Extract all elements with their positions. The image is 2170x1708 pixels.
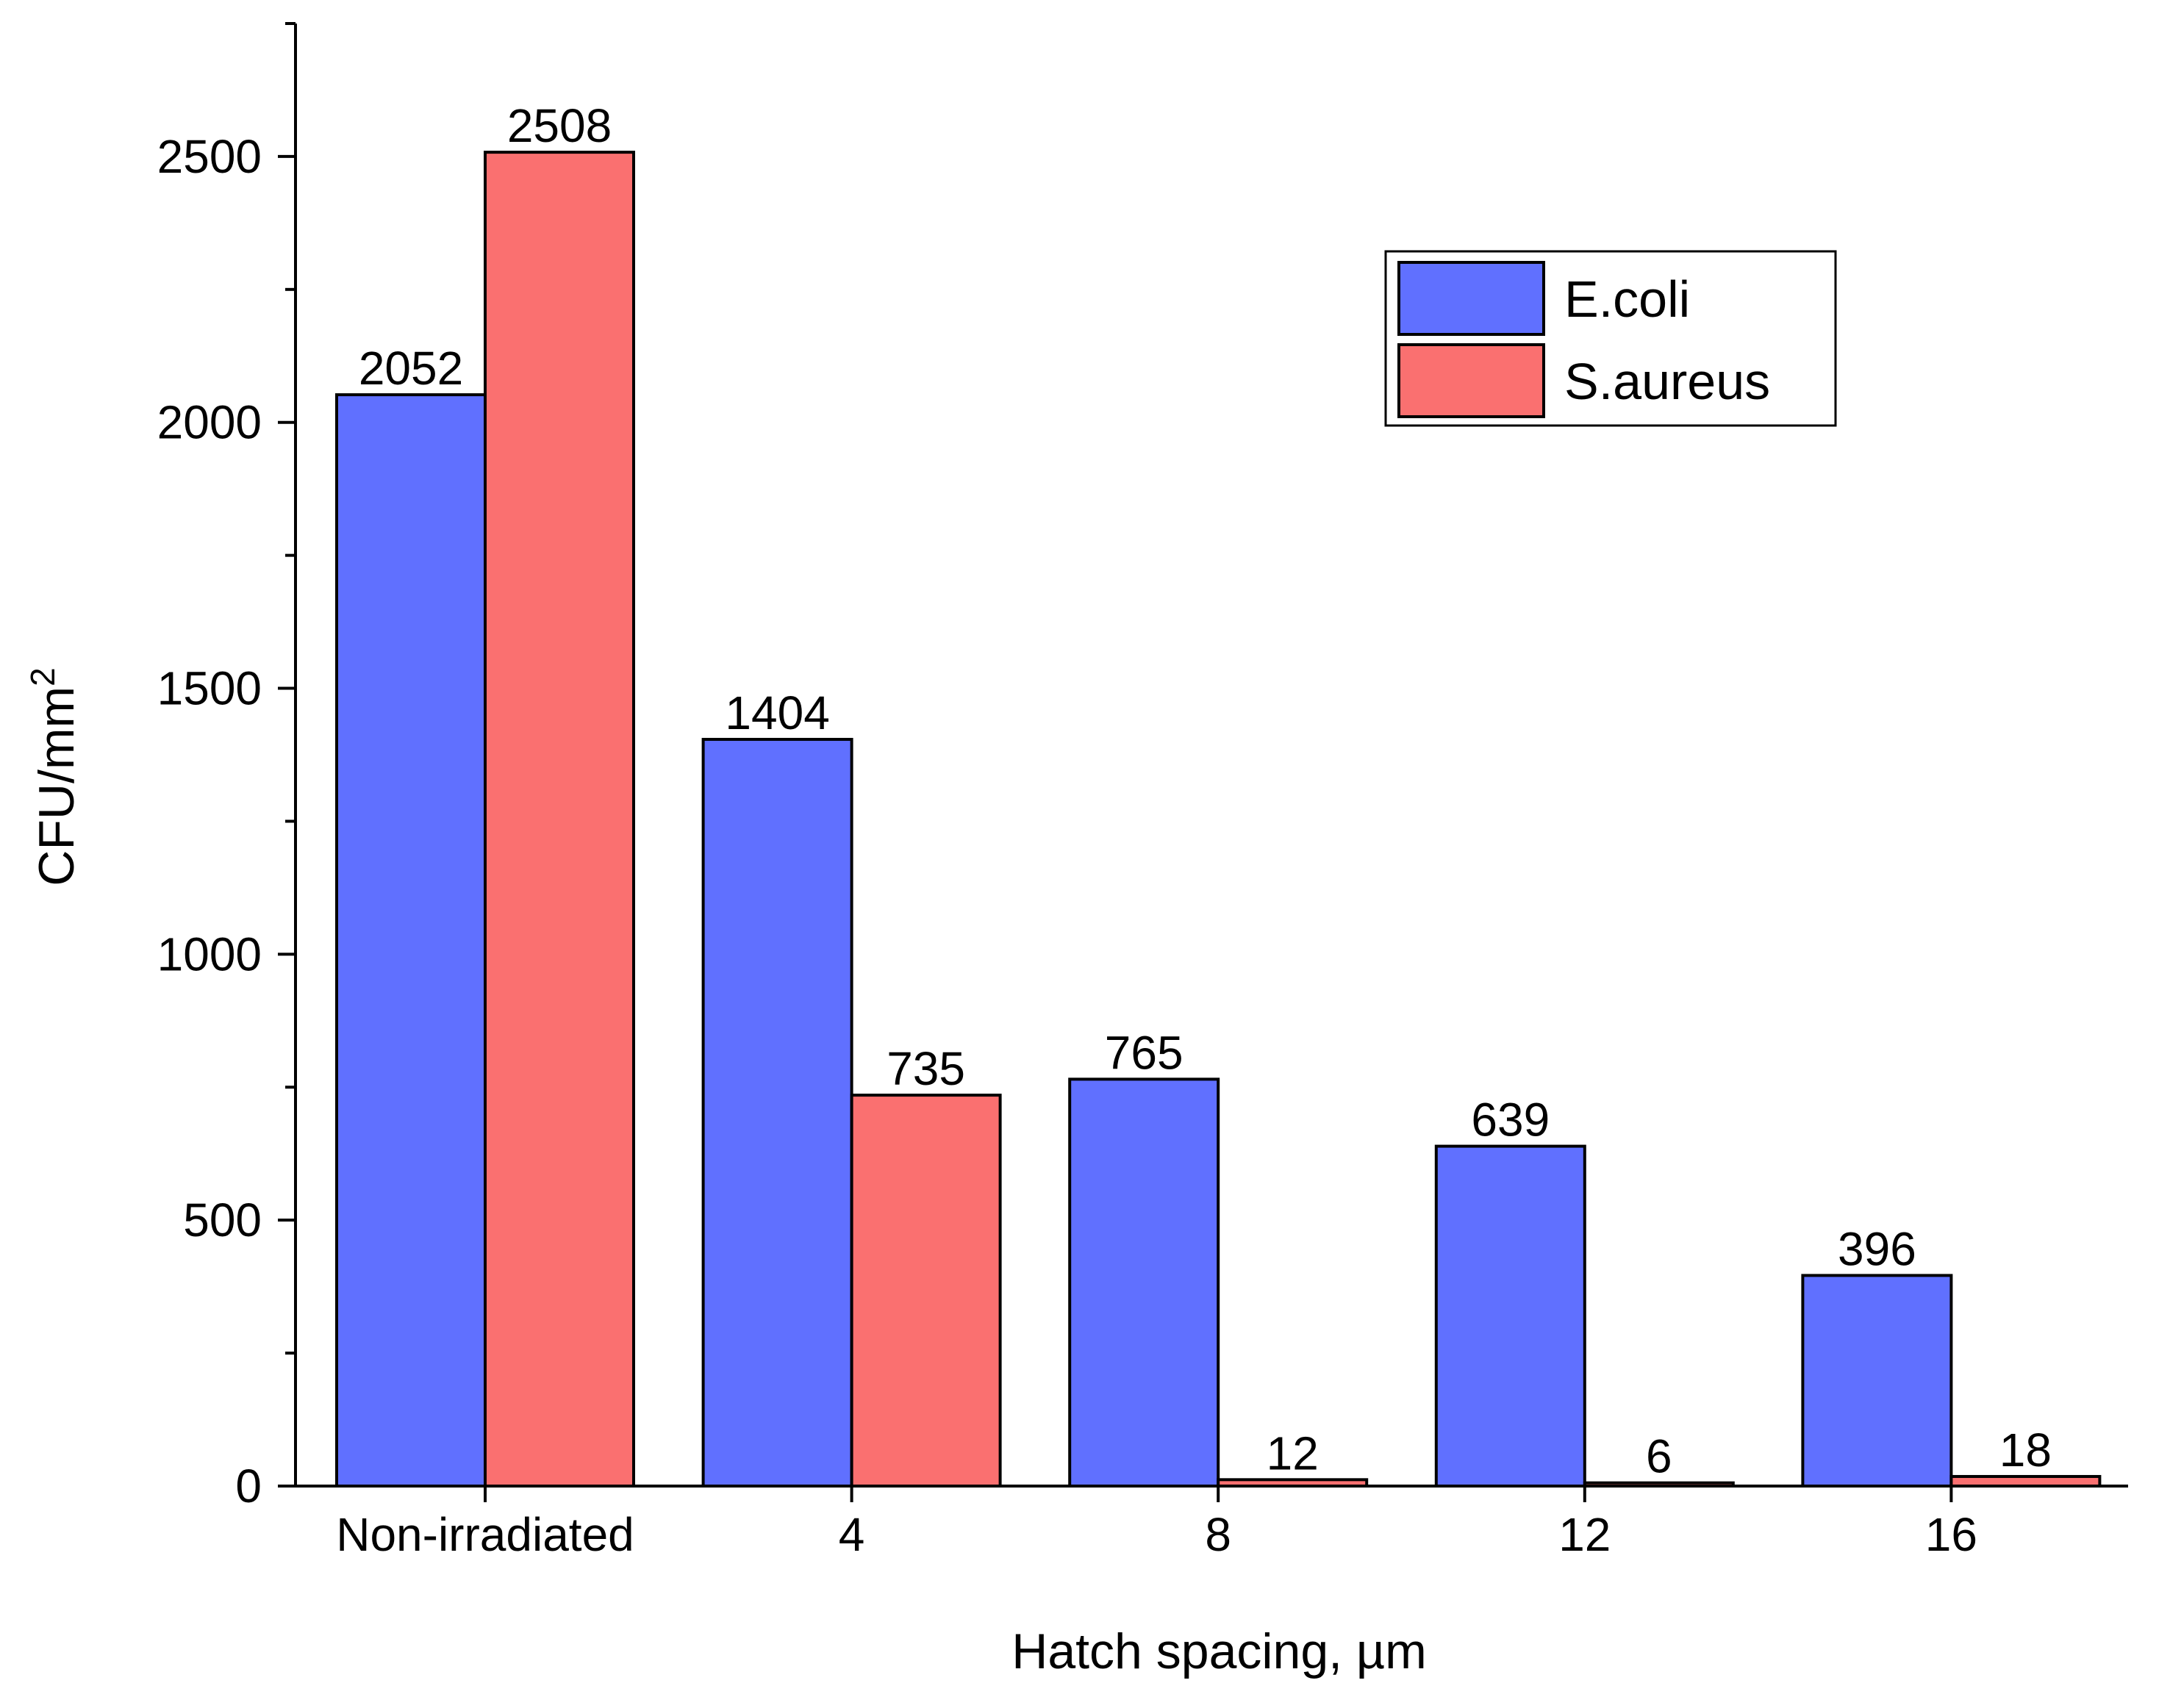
bar-ecoli-1 <box>701 738 853 1488</box>
bar-saureus-1 <box>850 1094 1002 1488</box>
data-labels-layer: 2052 2508 1404 735 765 12 639 6 396 18 <box>359 99 2052 1483</box>
x-tick-label: 16 <box>1925 1508 1977 1561</box>
bar-ecoli-2 <box>1068 1077 1220 1488</box>
bar-ecoli-4 <box>1801 1274 1953 1488</box>
y-tick-label: 2500 <box>157 130 262 183</box>
y-axis-title-superscript: 2 <box>24 667 62 686</box>
x-tick-label: 8 <box>1205 1508 1231 1561</box>
y-axis-title: CFU/mm2 <box>24 667 85 886</box>
data-label-ecoli-1: 1404 <box>725 686 829 739</box>
x-tick-label: Non-irradiated <box>336 1508 634 1561</box>
legend-swatch-ecoli <box>1397 261 1545 336</box>
data-label-ecoli-3: 639 <box>1471 1094 1550 1147</box>
y-tick-label: 500 <box>183 1194 262 1246</box>
x-tick-label: 12 <box>1558 1508 1611 1561</box>
data-label-saureus-3: 6 <box>1646 1430 1672 1483</box>
x-tick-label: 4 <box>839 1508 865 1561</box>
y-tick-label: 0 <box>235 1460 262 1513</box>
data-label-saureus-4: 18 <box>1999 1424 2052 1476</box>
bar-ecoli-3 <box>1434 1144 1586 1488</box>
y-tick-label: 1500 <box>157 662 262 715</box>
axes-layer <box>294 24 2128 1488</box>
legend: E.coli S.aureus <box>1384 250 1837 427</box>
ticks-layer: 0 500 1000 1500 2000 2500 Non-irradiated 4 8 12 16 <box>157 22 1977 1561</box>
legend-label-ecoli: E.coli <box>1564 270 1690 328</box>
bars-layer <box>335 151 2102 1488</box>
data-label-ecoli-0: 2052 <box>359 342 463 395</box>
x-axis-title: Hatch spacing, µm <box>1011 1623 1427 1679</box>
data-label-saureus-1: 735 <box>887 1042 965 1095</box>
y-axis-title-main: CFU/mm <box>29 686 85 886</box>
y-tick-label: 1000 <box>157 927 262 980</box>
data-label-ecoli-2: 765 <box>1105 1026 1184 1079</box>
data-label-ecoli-4: 396 <box>1838 1222 1916 1275</box>
legend-label-saureus: S.aureus <box>1564 353 1770 410</box>
data-label-saureus-2: 12 <box>1267 1427 1319 1479</box>
legend-swatch-saureus <box>1397 343 1545 418</box>
y-tick-label: 2000 <box>157 396 262 449</box>
bar-ecoli-0 <box>335 393 487 1488</box>
bar-saureus-0 <box>484 151 635 1488</box>
data-label-saureus-0: 2508 <box>507 99 612 152</box>
